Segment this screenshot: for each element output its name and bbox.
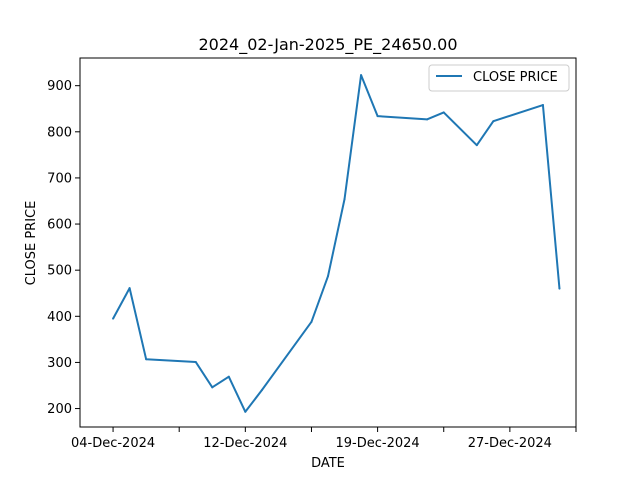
y-tick-label: 500 [47, 264, 72, 279]
y-tick-label: 600 [47, 218, 72, 233]
axes-frame [79, 57, 577, 428]
data-point [475, 144, 478, 147]
y-tick-label: 700 [47, 171, 72, 186]
data-point [558, 287, 561, 290]
data-point [310, 320, 313, 323]
x-axis-label: DATE [311, 456, 345, 471]
data-point [492, 120, 495, 123]
data-point [145, 358, 148, 361]
data-point [426, 118, 429, 121]
data-point [211, 386, 214, 389]
x-tick-label: 12-Dec-2024 [203, 436, 287, 451]
legend: CLOSE PRICE [428, 64, 570, 92]
data-point [260, 389, 263, 392]
data-point [128, 287, 131, 290]
y-tick-label: 200 [47, 402, 72, 417]
data-point [327, 275, 329, 278]
y-tick-label: 900 [47, 79, 72, 94]
data-point [442, 111, 445, 114]
x-tick-label: 19-Dec-2024 [336, 436, 420, 451]
plot-area: 200 300 400 500 600 700 800 900 04-Dec-2024 12-De… [47, 57, 577, 451]
y-axis-label: CLOSE PRICE [24, 201, 39, 286]
legend-box [428, 64, 570, 92]
chart-title: 2024_02-Jan-2025_PE_24650.00 [199, 35, 458, 55]
data-point [112, 317, 115, 320]
data-point [360, 74, 363, 77]
legend-label: CLOSE PRICE [473, 70, 558, 85]
data-point [541, 104, 544, 107]
data-point [376, 115, 379, 118]
data-point [227, 375, 230, 378]
data-point [244, 410, 247, 413]
y-tick-label: 800 [47, 125, 72, 140]
data-point [343, 198, 346, 201]
x-tick-label: 27-Dec-2024 [468, 436, 552, 451]
x-tick-label: 04-Dec-2024 [71, 436, 155, 451]
y-tick-label: 400 [47, 310, 72, 325]
y-tick-label: 300 [47, 356, 72, 371]
data-point [194, 360, 197, 363]
